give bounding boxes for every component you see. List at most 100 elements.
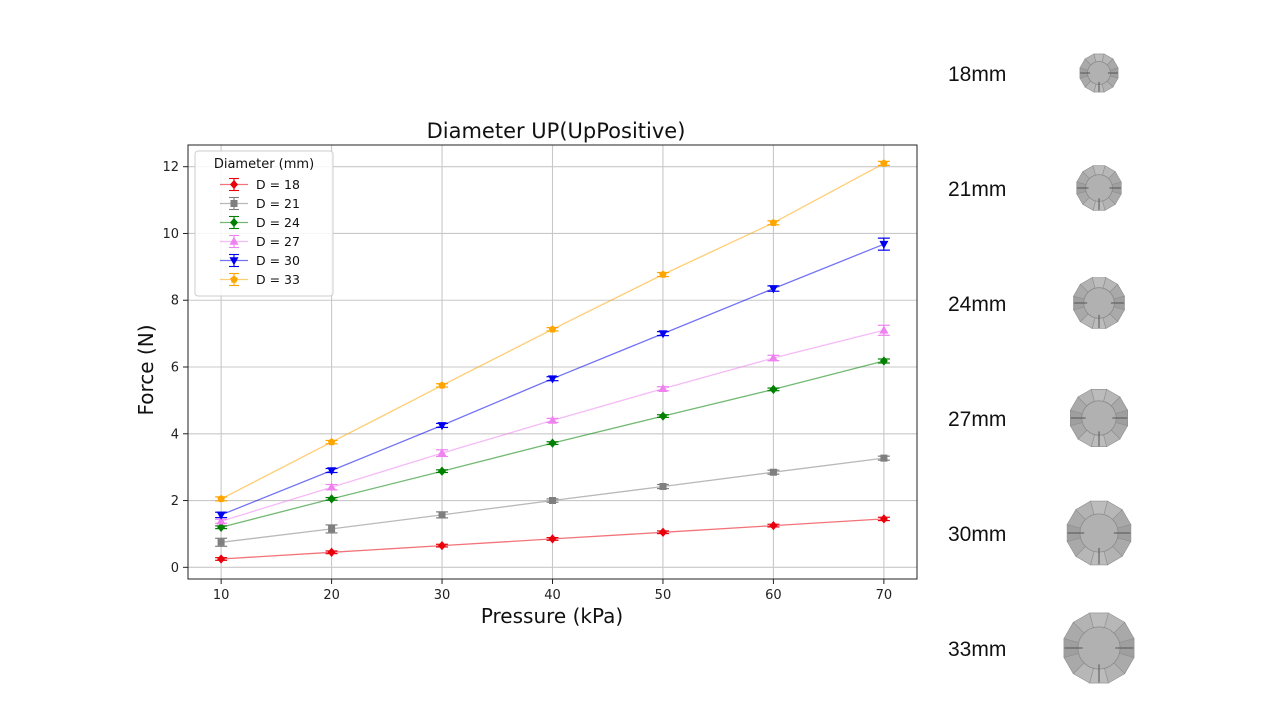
data-point <box>548 534 557 544</box>
grid <box>188 145 917 579</box>
data-point <box>769 468 777 476</box>
data-point <box>880 159 888 167</box>
x-tick-label: 30 <box>434 588 451 603</box>
x-tick-label: 20 <box>323 588 340 603</box>
legend-entry: D = 24 <box>220 215 300 230</box>
data-point <box>879 325 889 334</box>
series <box>215 514 890 564</box>
chart-title: Diameter UP(UpPositive) <box>427 119 686 143</box>
side-panel: 18mm 21mm 24mm 27mm 30mm 33mm <box>948 53 1135 684</box>
legend-label: D = 33 <box>256 272 300 287</box>
legend: Diameter (mm) D = 18D = 21D = 24D = 27D … <box>194 150 334 297</box>
legend-marker <box>229 257 239 266</box>
legend-entry: D = 33 <box>220 272 300 287</box>
diameter-label: 18mm <box>948 63 1006 86</box>
data-point <box>879 240 889 250</box>
data-point <box>659 482 667 491</box>
data-point <box>217 554 226 564</box>
x-tick-label: 70 <box>876 588 893 603</box>
legend-box <box>194 150 334 297</box>
data-point <box>216 516 226 525</box>
diameter-label: 33mm <box>948 638 1006 661</box>
data-point <box>217 494 225 503</box>
data-point <box>880 454 888 462</box>
y-tick-label: 2 <box>171 494 179 509</box>
data-point <box>548 325 557 333</box>
x-axis-label: Pressure (kPa) <box>481 604 623 628</box>
center-disc <box>1085 174 1113 202</box>
legend-marker <box>230 179 238 190</box>
legend-title: Diameter (mm) <box>214 157 314 172</box>
data-point <box>548 496 557 505</box>
diameter-label: 27mm <box>948 408 1006 431</box>
actuator-top-view-image <box>1079 53 1119 93</box>
series <box>215 237 890 520</box>
data-point <box>659 527 667 537</box>
legend-label: D = 30 <box>256 253 300 268</box>
data-point <box>659 270 667 278</box>
legend-entry: D = 27 <box>220 234 300 249</box>
x-tick-label: 10 <box>213 588 230 603</box>
series <box>215 356 890 532</box>
data-point <box>879 514 888 524</box>
y-tick-label: 6 <box>171 361 179 376</box>
data-point <box>548 438 557 448</box>
y-tick-label: 10 <box>162 227 179 242</box>
series-layer <box>215 159 890 564</box>
series <box>215 159 890 503</box>
data-point <box>768 285 778 294</box>
data-point <box>547 375 558 384</box>
diameter-label: 24mm <box>948 293 1006 316</box>
data-point <box>879 356 888 366</box>
x-tick-label: 60 <box>765 588 782 603</box>
actuator-top-view-image <box>1076 165 1122 211</box>
legend-entry: D = 30 <box>220 253 300 268</box>
center-disc <box>1081 400 1117 436</box>
legend-label: D = 27 <box>256 234 300 249</box>
actuator-top-view-image <box>1063 612 1135 684</box>
data-point <box>769 384 778 395</box>
data-point <box>327 547 336 557</box>
legend-entry: D = 21 <box>220 196 300 211</box>
legend-entry: D = 18 <box>220 177 300 192</box>
legend-label: D = 18 <box>256 177 300 192</box>
data-point <box>217 538 225 546</box>
legend-marker <box>229 236 239 245</box>
data-point <box>327 438 336 446</box>
data-point <box>328 525 336 533</box>
series <box>215 454 890 547</box>
x-tick-label: 50 <box>655 588 672 603</box>
legend-label: D = 21 <box>256 196 300 211</box>
y-tick-label: 0 <box>171 561 179 576</box>
data-point <box>659 411 667 421</box>
legend-marker <box>230 275 238 283</box>
ticks: 10 20 30 40 50 60 70 0 2 4 6 8 10 12 <box>162 160 892 603</box>
center-disc <box>1079 513 1119 553</box>
x-tick-label: 40 <box>544 588 561 603</box>
data-point <box>768 353 778 362</box>
data-point <box>217 522 226 532</box>
center-disc <box>1087 61 1111 85</box>
legend-marker <box>230 200 238 207</box>
y-axis-label: Force (N) <box>134 324 158 415</box>
diameter-label: 21mm <box>948 178 1006 201</box>
data-point <box>437 448 447 457</box>
legend-entries: D = 18 D = 21 D = 24 D = 27 D = 30 D = 33 <box>220 177 300 287</box>
data-point <box>438 466 446 476</box>
data-point <box>327 467 337 476</box>
data-point <box>769 520 778 531</box>
data-point <box>547 415 558 424</box>
legend-label: D = 24 <box>256 215 300 230</box>
data-point <box>438 511 446 519</box>
data-point <box>438 540 446 551</box>
y-tick-label: 12 <box>162 160 179 175</box>
legend-marker <box>230 217 238 228</box>
data-point <box>327 482 337 491</box>
y-tick-label: 8 <box>171 294 179 309</box>
actuator-top-view-image <box>1073 277 1125 329</box>
actuator-top-view-image <box>1066 500 1132 566</box>
data-point <box>216 511 226 520</box>
data-point <box>438 381 446 389</box>
data-point <box>769 218 778 226</box>
